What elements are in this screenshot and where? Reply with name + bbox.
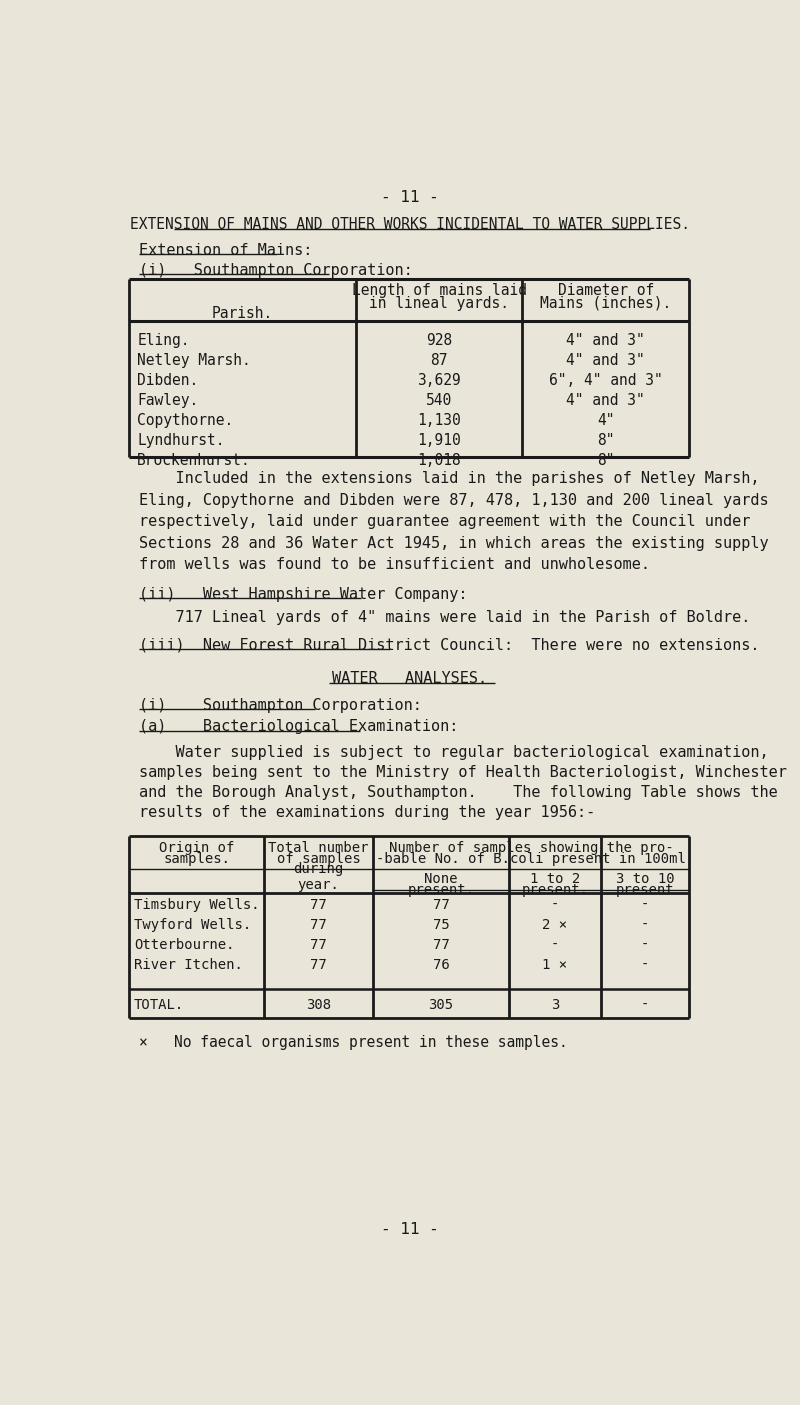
Text: 540: 540 <box>426 393 452 409</box>
Text: -: - <box>641 917 649 932</box>
Text: 717 Lineal yards of 4" mains were laid in the Parish of Boldre.: 717 Lineal yards of 4" mains were laid i… <box>138 610 750 625</box>
Text: results of the examinations during the year 1956:-: results of the examinations during the y… <box>138 805 595 821</box>
Text: 305: 305 <box>429 998 454 1012</box>
Text: Mains (inches).: Mains (inches). <box>540 295 671 311</box>
Text: -: - <box>641 958 649 972</box>
Text: -: - <box>641 937 649 951</box>
Text: Brockenhurst.: Brockenhurst. <box>138 454 251 468</box>
Text: 3,629: 3,629 <box>417 374 461 388</box>
Text: 2 ×: 2 × <box>542 917 567 932</box>
Text: Timsbury Wells.: Timsbury Wells. <box>134 898 260 912</box>
Text: from wells was found to be insufficient and unwholesome.: from wells was found to be insufficient … <box>138 558 650 572</box>
Text: 87: 87 <box>430 354 448 368</box>
Text: EXTENSION OF MAINS AND OTHER WORKS INCIDENTAL TO WATER SUPPLIES.: EXTENSION OF MAINS AND OTHER WORKS INCID… <box>130 218 690 232</box>
Text: WATER   ANALYSES.: WATER ANALYSES. <box>333 672 487 687</box>
Text: -: - <box>550 937 559 951</box>
Text: 4" and 3": 4" and 3" <box>566 393 645 409</box>
Text: Sections 28 and 36 Water Act 1945, in which areas the existing supply: Sections 28 and 36 Water Act 1945, in wh… <box>138 535 768 551</box>
Text: respectively, laid under guarantee agreement with the Council under: respectively, laid under guarantee agree… <box>138 514 750 530</box>
Text: (i)   Southampton Corporation:: (i) Southampton Corporation: <box>138 263 413 278</box>
Text: Number of samples showing the pro-: Number of samples showing the pro- <box>389 840 674 854</box>
Text: TOTAL.: TOTAL. <box>134 998 184 1012</box>
Text: Copythorne.: Copythorne. <box>138 413 234 429</box>
Text: -: - <box>550 898 559 912</box>
Text: (iii)  New Forest Rural District Council:  There were no extensions.: (iii) New Forest Rural District Council:… <box>138 638 759 652</box>
Text: (a)    Bacteriological Examination:: (a) Bacteriological Examination: <box>138 719 458 735</box>
Text: None: None <box>424 873 458 887</box>
Text: 1,018: 1,018 <box>417 454 461 468</box>
Text: 1,130: 1,130 <box>417 413 461 429</box>
Text: 1 ×: 1 × <box>542 958 567 972</box>
Text: (ii)   West Hampshire Water Company:: (ii) West Hampshire Water Company: <box>138 587 467 601</box>
Text: 4": 4" <box>597 413 614 429</box>
Text: of samples: of samples <box>277 851 361 865</box>
Text: 4" and 3": 4" and 3" <box>566 333 645 348</box>
Text: 8": 8" <box>597 434 614 448</box>
Text: 77: 77 <box>433 937 450 951</box>
Text: samples.: samples. <box>163 851 230 865</box>
Text: 75: 75 <box>433 917 450 932</box>
Text: 77: 77 <box>433 898 450 912</box>
Text: 308: 308 <box>306 998 331 1012</box>
Text: Total number: Total number <box>268 840 369 854</box>
Text: 77: 77 <box>310 937 327 951</box>
Text: Water supplied is subject to regular bacteriological examination,: Water supplied is subject to regular bac… <box>138 745 768 760</box>
Text: Netley Marsh.: Netley Marsh. <box>138 354 251 368</box>
Text: Length of mains laid: Length of mains laid <box>351 284 526 298</box>
Text: 1,910: 1,910 <box>417 434 461 448</box>
Text: -: - <box>641 898 649 912</box>
Text: present: present <box>615 884 674 898</box>
Text: Included in the extensions laid in the parishes of Netley Marsh,: Included in the extensions laid in the p… <box>138 471 759 486</box>
Text: Eling.: Eling. <box>138 333 190 348</box>
Text: -: - <box>641 998 649 1012</box>
Text: ×   No faecal organisms present in these samples.: × No faecal organisms present in these s… <box>138 1035 567 1050</box>
Text: Otterbourne.: Otterbourne. <box>134 937 234 951</box>
Text: - 11 -: - 11 - <box>381 1222 439 1236</box>
Text: 928: 928 <box>426 333 452 348</box>
Text: 4" and 3": 4" and 3" <box>566 354 645 368</box>
Text: samples being sent to the Ministry of Health Bacteriologist, Winchester: samples being sent to the Ministry of He… <box>138 766 786 780</box>
Text: Origin of: Origin of <box>159 840 234 854</box>
Text: Parish.: Parish. <box>212 306 274 320</box>
Text: - 11 -: - 11 - <box>381 190 439 205</box>
Text: present.: present. <box>522 884 589 898</box>
Text: 76: 76 <box>433 958 450 972</box>
Text: 8": 8" <box>597 454 614 468</box>
Text: 3: 3 <box>550 998 559 1012</box>
Text: River Itchen.: River Itchen. <box>134 958 243 972</box>
Text: and the Borough Analyst, Southampton.    The following Table shows the: and the Borough Analyst, Southampton. Th… <box>138 785 778 801</box>
Text: Eling, Copythorne and Dibden were 87, 478, 1,130 and 200 lineal yards: Eling, Copythorne and Dibden were 87, 47… <box>138 493 768 507</box>
Text: -bable No. of B.coli present in 100ml: -bable No. of B.coli present in 100ml <box>376 851 686 865</box>
Text: 77: 77 <box>310 958 327 972</box>
Text: Twyford Wells.: Twyford Wells. <box>134 917 251 932</box>
Text: 3 to 10: 3 to 10 <box>615 873 674 887</box>
Text: in lineal yards.: in lineal yards. <box>369 295 509 311</box>
Text: 6", 4" and 3": 6", 4" and 3" <box>549 374 662 388</box>
Text: 77: 77 <box>310 898 327 912</box>
Text: during: during <box>294 863 344 877</box>
Text: 77: 77 <box>310 917 327 932</box>
Text: Extension of Mains:: Extension of Mains: <box>138 243 312 257</box>
Text: Dibden.: Dibden. <box>138 374 198 388</box>
Text: present.: present. <box>407 884 474 898</box>
Text: Lyndhurst.: Lyndhurst. <box>138 434 225 448</box>
Text: Fawley.: Fawley. <box>138 393 198 409</box>
Text: (i)    Southampton Corporation:: (i) Southampton Corporation: <box>138 698 422 712</box>
Text: Diameter of: Diameter of <box>558 284 654 298</box>
Text: year.: year. <box>298 878 339 892</box>
Text: 1 to 2: 1 to 2 <box>530 873 580 887</box>
